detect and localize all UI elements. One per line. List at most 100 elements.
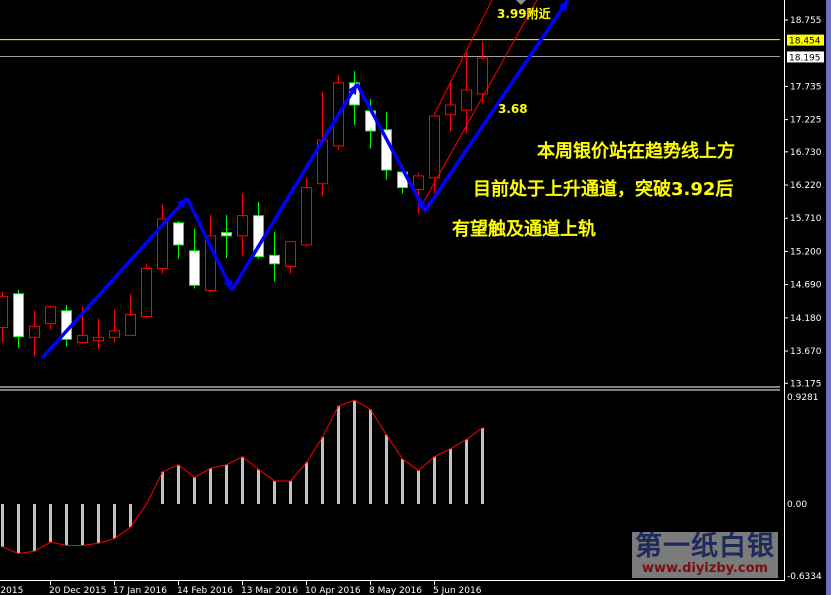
candle bbox=[349, 71, 360, 126]
indicator-tick-label: 0.00 bbox=[787, 500, 807, 510]
price-tick-label: 13.175 bbox=[790, 379, 822, 389]
candle bbox=[29, 310, 40, 357]
candle-body bbox=[125, 314, 136, 336]
price-tick-label: 17.735 bbox=[790, 82, 822, 92]
comment-line-1: 本周银价站在趋势线上方 bbox=[537, 140, 735, 162]
candle bbox=[109, 309, 120, 343]
candle-body bbox=[205, 235, 216, 291]
candle bbox=[173, 220, 184, 259]
indicator-histogram bbox=[1, 399, 484, 555]
candle bbox=[141, 263, 152, 319]
candle bbox=[157, 204, 168, 274]
candle bbox=[189, 228, 200, 289]
price-lines bbox=[0, 39, 780, 57]
candle bbox=[413, 172, 424, 214]
price-tick-label: 15.200 bbox=[790, 247, 822, 257]
time-tick-label: 13 Mar 2016 bbox=[241, 586, 298, 595]
watermark-logo: 第一纸白银 www.diyizby.com bbox=[632, 532, 778, 578]
candle bbox=[301, 177, 312, 247]
candle-body bbox=[29, 325, 40, 338]
candle bbox=[0, 291, 8, 343]
price-line-label: 18.454 bbox=[789, 37, 821, 47]
candle-body bbox=[269, 254, 280, 265]
arrowhead-icon bbox=[176, 198, 187, 209]
candle-body bbox=[109, 330, 120, 338]
time-tick-label: 14 Feb 2016 bbox=[177, 586, 233, 595]
time-tick-label: 20 Dec 2015 bbox=[49, 586, 107, 595]
candle-body bbox=[429, 115, 440, 179]
candle-body bbox=[77, 334, 88, 344]
candle bbox=[445, 80, 456, 132]
candle-body bbox=[0, 295, 8, 329]
price-tick-label: 18.755 bbox=[790, 16, 822, 26]
candle-body bbox=[221, 232, 232, 237]
price-tick-label: 14.180 bbox=[790, 314, 822, 324]
annotations: 3.99附近 3.68 本周银价站在趋势线上方目前处于上升通道，突破3.92后有望触… bbox=[40, 0, 735, 360]
candle bbox=[269, 231, 280, 282]
price-line-label-bg bbox=[787, 51, 824, 63]
channel-lower-line bbox=[422, 0, 538, 204]
arrowhead-icon bbox=[223, 279, 232, 290]
candle bbox=[45, 305, 56, 330]
time-tick-label: 5 Jun 2016 bbox=[433, 586, 482, 595]
comment-line-3: 有望触及通道上轨 bbox=[452, 218, 596, 240]
arrowhead-icon bbox=[558, 0, 568, 11]
candle-body bbox=[413, 175, 424, 191]
trend-line-0 bbox=[40, 196, 189, 360]
indicator-tick-label: -0.6334 bbox=[787, 572, 822, 582]
trend-line-3 bbox=[355, 83, 427, 212]
target-label: 3.99附近 bbox=[497, 6, 551, 21]
candle-body bbox=[237, 215, 248, 237]
candle bbox=[285, 241, 296, 274]
candle bbox=[477, 41, 488, 104]
watermark-url: www.diyizby.com bbox=[641, 561, 769, 576]
candle-body bbox=[13, 293, 24, 338]
candle-body bbox=[45, 306, 56, 325]
candle-body bbox=[477, 57, 488, 95]
time-tick-label: Nov 2015 bbox=[0, 586, 23, 595]
candle bbox=[125, 294, 136, 336]
candle-body bbox=[461, 89, 472, 111]
price-tick-label: 17.225 bbox=[790, 116, 822, 126]
candle bbox=[461, 52, 472, 134]
candle-body bbox=[189, 250, 200, 286]
price-tick-label: 13.670 bbox=[790, 347, 822, 357]
trend-line-1 bbox=[185, 197, 234, 291]
candle-body bbox=[157, 218, 168, 269]
candle bbox=[205, 214, 216, 293]
candle bbox=[13, 289, 24, 348]
time-tick-label: 17 Jan 2016 bbox=[113, 586, 167, 595]
candle-body bbox=[93, 336, 104, 342]
candle-body bbox=[445, 104, 456, 116]
candle bbox=[93, 318, 104, 350]
candle-body bbox=[301, 187, 312, 246]
signal-line bbox=[2, 399, 483, 555]
price-line-label-bg bbox=[787, 34, 824, 46]
time-tick-label: 10 Apr 2016 bbox=[305, 586, 361, 595]
right-scrollbar[interactable] bbox=[826, 0, 831, 595]
price-tick-label: 16.730 bbox=[790, 148, 822, 158]
comment-line-2: 目前处于上升通道，突破3.92后 bbox=[473, 178, 733, 200]
gray-marker-icon bbox=[516, 0, 526, 5]
candle-body bbox=[173, 222, 184, 246]
candle-body bbox=[285, 241, 296, 267]
candle bbox=[237, 192, 248, 256]
watermark-name: 第一纸白银 bbox=[635, 532, 775, 562]
time-tick-label: 8 May 2016 bbox=[369, 586, 422, 595]
arrowhead-icon bbox=[347, 84, 357, 95]
price-line-label: 18.195 bbox=[789, 53, 821, 63]
candles bbox=[0, 41, 488, 357]
indicator-tick-label: 0.9281 bbox=[787, 393, 819, 403]
support-label: 3.68 bbox=[498, 102, 528, 116]
price-tick-label: 14.690 bbox=[790, 281, 822, 291]
trend-line-2 bbox=[230, 83, 359, 291]
channel-upper-line bbox=[433, 0, 493, 116]
arrowhead-icon bbox=[416, 200, 425, 211]
trend-line-4 bbox=[423, 0, 570, 212]
candle bbox=[429, 115, 440, 194]
price-tick-label: 15.710 bbox=[790, 214, 822, 224]
price-tick-label: 16.220 bbox=[790, 181, 822, 191]
candle bbox=[221, 214, 232, 258]
